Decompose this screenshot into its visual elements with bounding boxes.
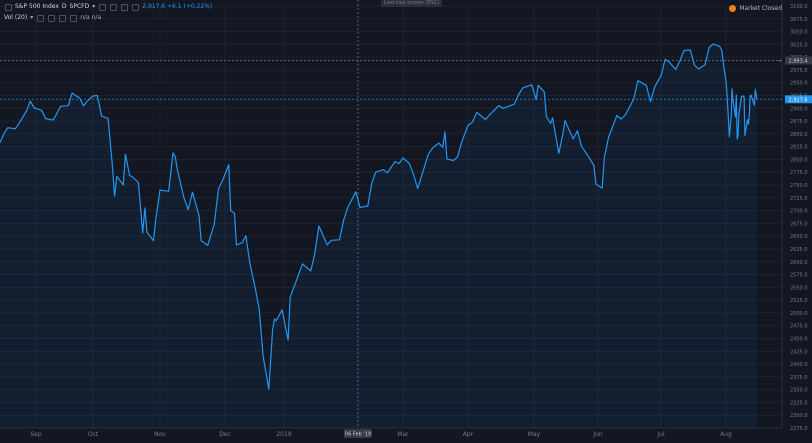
x-tick-label: Dec — [219, 431, 231, 438]
y-tick-label: 2500.0 — [790, 311, 808, 317]
y-tick-label: 2425.0 — [790, 349, 808, 355]
chevron-down-icon[interactable]: ▾ — [30, 14, 34, 21]
y-tick-label: 2950.0 — [790, 81, 808, 87]
y-tick-label: 2325.0 — [790, 400, 808, 406]
y-tick-label: 2625.0 — [790, 247, 808, 253]
x-tick-label: Aug — [720, 431, 732, 438]
y-tick-label: 2775.0 — [790, 170, 808, 176]
x-tick-label: Nov — [154, 431, 166, 438]
y-tick-label: 2600.0 — [790, 260, 808, 266]
indicator-values: n/a n/a — [80, 14, 102, 21]
y-tick-label: 2900.0 — [790, 106, 808, 112]
x-tick-label: Jul — [656, 431, 665, 438]
y-tick-label: 3025.0 — [790, 42, 808, 48]
y-tick-label: 2650.0 — [790, 234, 808, 240]
settings-icon[interactable] — [48, 14, 56, 22]
settings-icon[interactable] — [110, 3, 118, 11]
eye-icon[interactable] — [37, 14, 45, 22]
series-area — [0, 43, 757, 429]
x-tick-label: Sep — [30, 431, 42, 438]
market-status-label: Market Closed — [739, 5, 782, 12]
y-tick-label: 2350.0 — [790, 388, 808, 394]
indicator-legend[interactable]: Vol (20) ▾ n/a n/a — [4, 14, 101, 22]
x-tick-label: Oct — [88, 431, 99, 438]
close-icon[interactable] — [121, 3, 129, 11]
market-status-icon — [729, 5, 737, 12]
y-tick-label: 2700.0 — [790, 209, 808, 215]
symbol-name[interactable]: S&P 500 Index — [15, 3, 59, 10]
more-icon[interactable] — [132, 3, 140, 11]
collapse-legend-icon[interactable] — [5, 3, 12, 11]
interval-label[interactable]: D — [61, 3, 67, 10]
crosshair-price-box — [785, 56, 812, 65]
x-tick-label: 2019 — [276, 431, 291, 438]
y-tick-label: 2375.0 — [790, 375, 808, 381]
y-tick-label: 2575.0 — [790, 273, 808, 279]
y-tick-label: 3100.0 — [790, 4, 808, 10]
chevron-down-icon[interactable]: ▾ — [92, 3, 96, 10]
y-tick-label: 2975.0 — [790, 68, 808, 74]
crosshair-date-label: 06 Feb '19 — [345, 432, 371, 438]
market-status[interactable]: Market Closed — [729, 5, 782, 12]
y-tick-label: 2825.0 — [790, 145, 808, 151]
y-tick-label: 2525.0 — [790, 298, 808, 304]
toolbar-hint: Last tool screen (ESC) — [381, 0, 442, 7]
y-tick-label: 2850.0 — [790, 132, 808, 138]
eye-icon[interactable] — [99, 3, 107, 11]
y-tick-label: 2675.0 — [790, 221, 808, 227]
y-tick-label: 3075.0 — [790, 17, 808, 23]
x-tick-label: May — [528, 431, 541, 438]
close-icon[interactable] — [59, 14, 67, 22]
y-tick-label: 2475.0 — [790, 324, 808, 330]
y-tick-label: 2300.0 — [790, 413, 808, 419]
y-tick-label: 2875.0 — [790, 119, 808, 125]
x-tick-label: Jun — [592, 431, 603, 438]
crosshair-date-box — [344, 429, 372, 438]
y-tick-label: 2275.0 — [790, 426, 808, 432]
exchange-label[interactable]: SPCFD — [69, 3, 90, 10]
y-tick-label: 2450.0 — [790, 336, 808, 342]
price-change-info: 2,917.6 +6.1 (+0.22%) — [142, 3, 213, 10]
last-price-label: 2,917.6 — [788, 97, 807, 103]
series-line[interactable] — [0, 43, 758, 390]
y-tick-label: 2800.0 — [790, 157, 808, 163]
indicator-name[interactable]: Vol (20) — [4, 14, 28, 21]
y-tick-label: 2550.0 — [790, 285, 808, 291]
symbol-legend[interactable]: S&P 500 Index D SPCFD ▾ 2,917.6 +6.1 (+0… — [4, 3, 212, 11]
crosshair-plus-icon[interactable]: + — [778, 59, 782, 65]
x-tick-label: Mar — [397, 431, 409, 438]
more-icon[interactable] — [70, 14, 78, 22]
x-tick-label: Apr — [463, 431, 474, 438]
y-tick-label: 2725.0 — [790, 196, 808, 202]
y-tick-label: 3050.0 — [790, 30, 808, 36]
last-price-box — [785, 95, 812, 104]
y-tick-label: 2750.0 — [790, 183, 808, 189]
crosshair-price-label: 2,993.4 — [788, 59, 807, 65]
y-tick-label: 2400.0 — [790, 362, 808, 368]
